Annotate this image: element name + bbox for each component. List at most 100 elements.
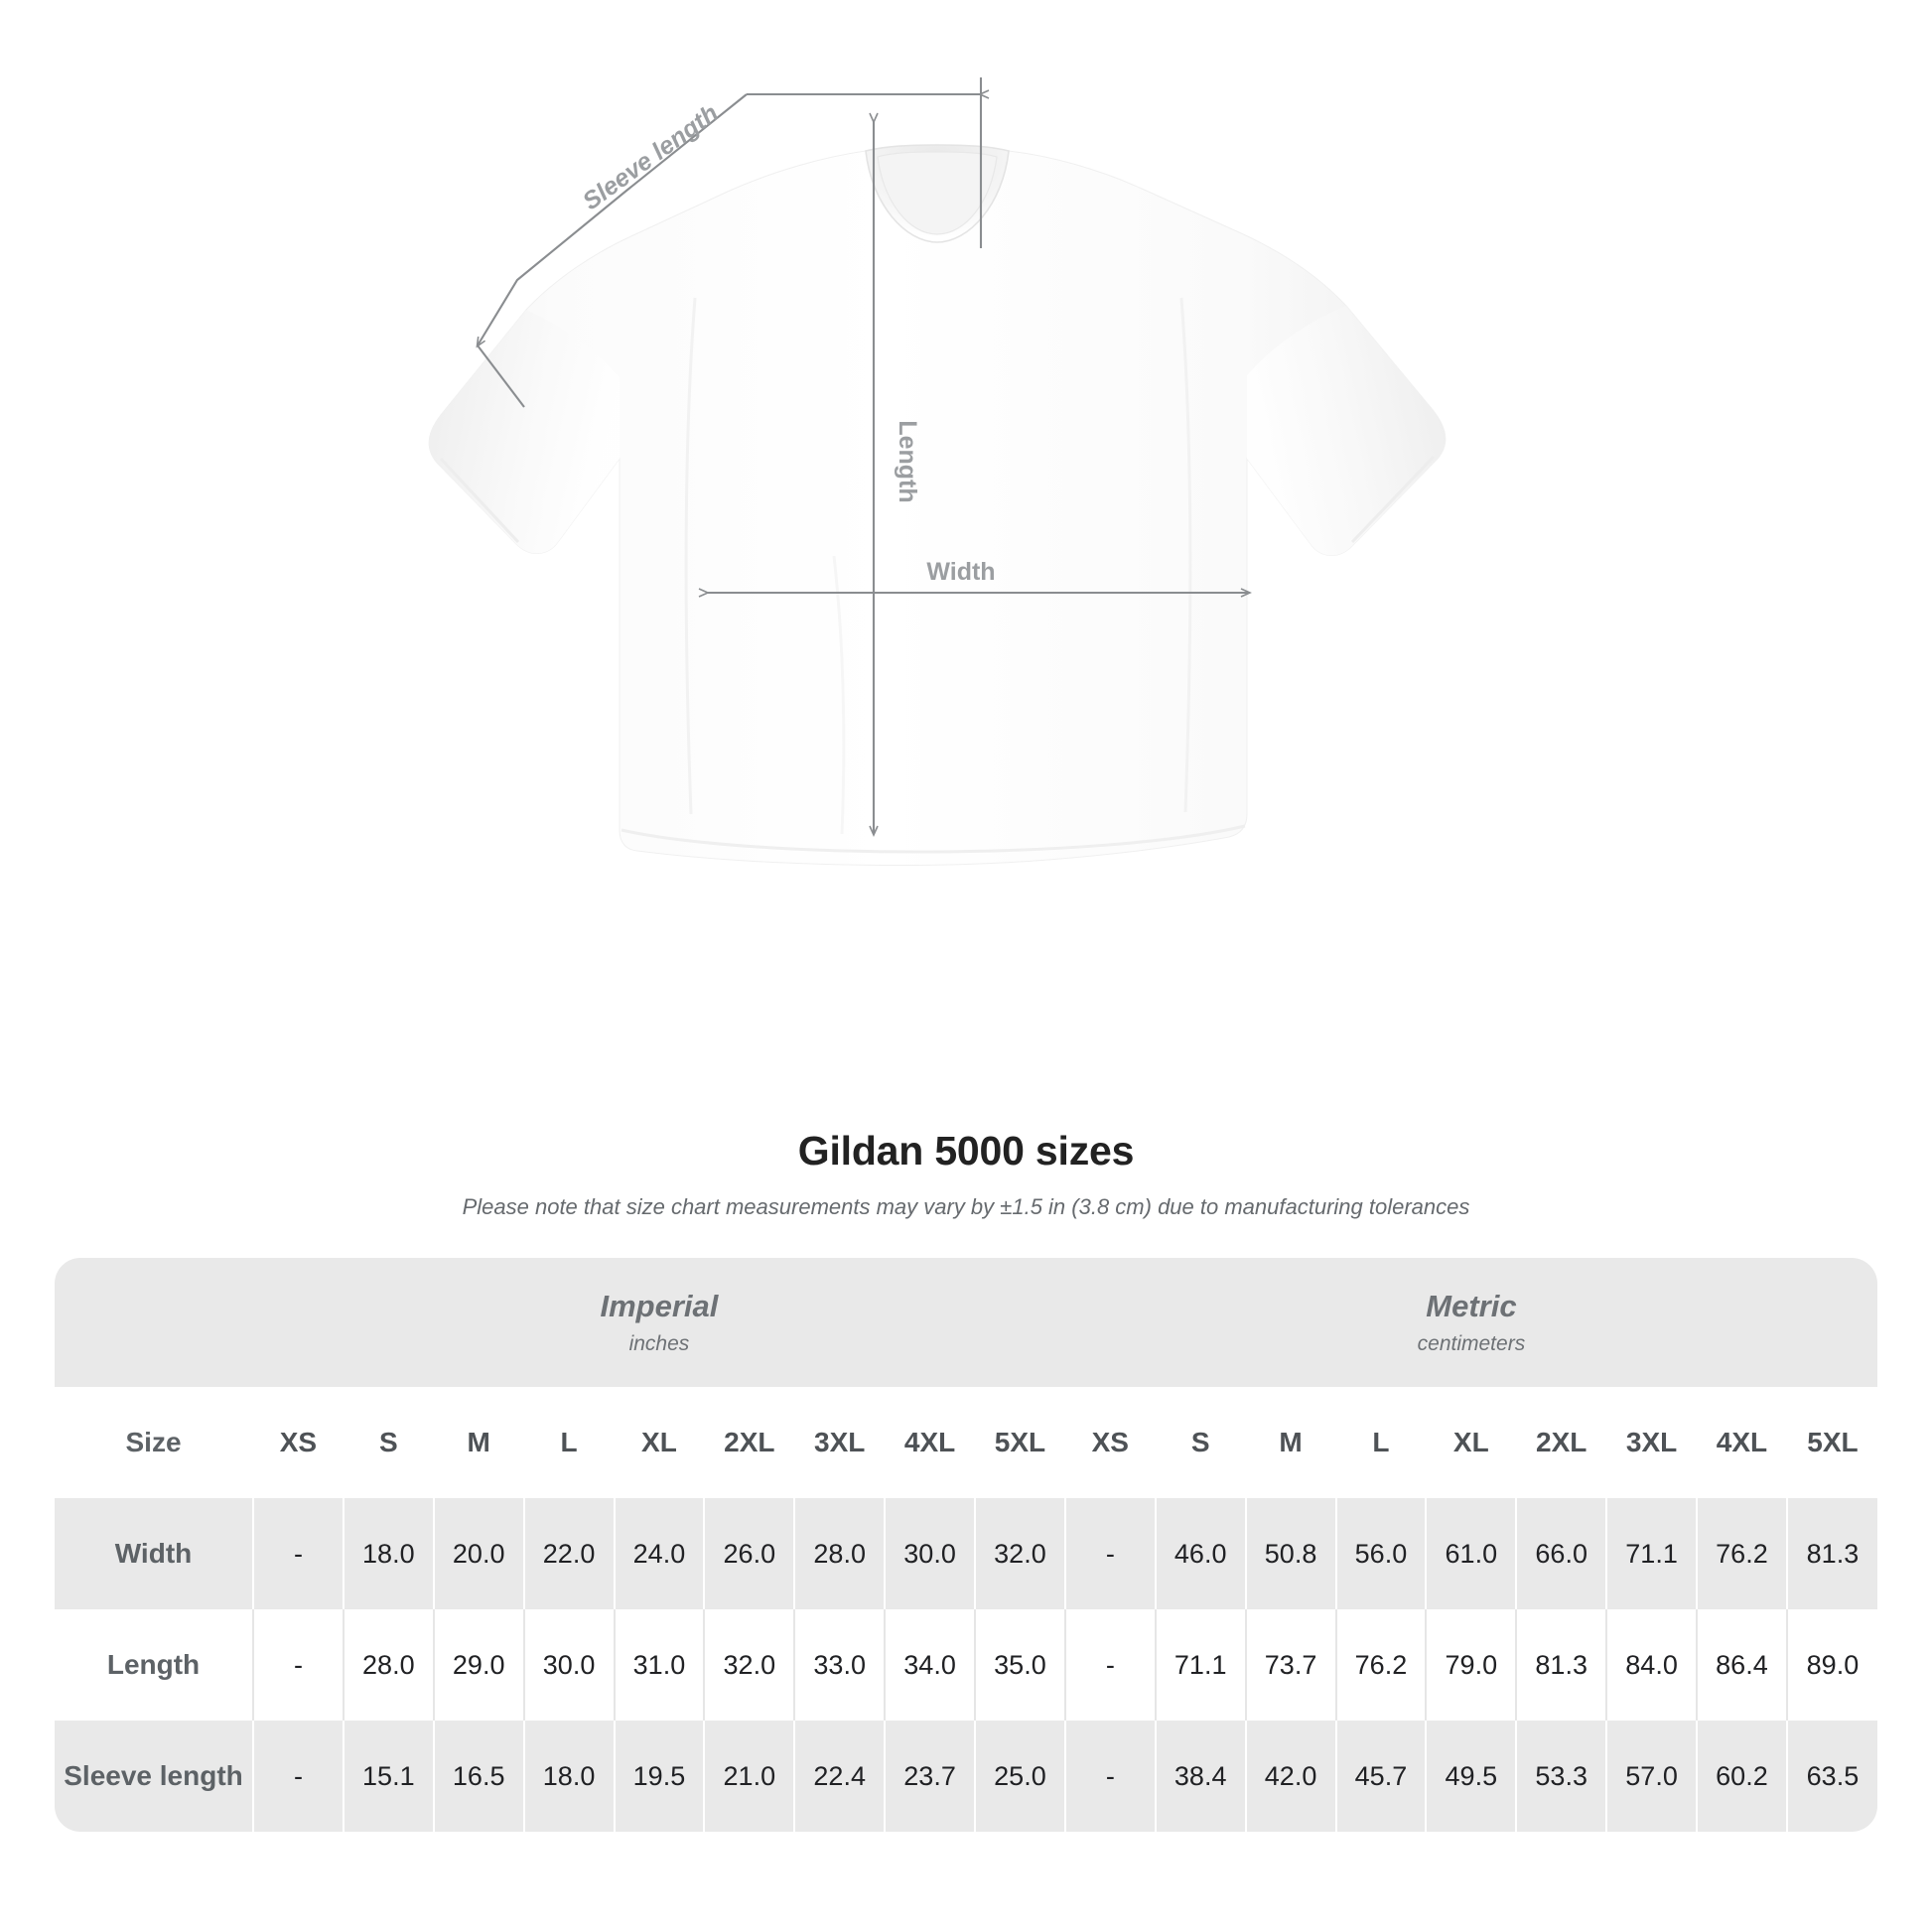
cell-length-imperial-2xl: 32.0 <box>703 1609 795 1721</box>
cell-width-metric-s: 46.0 <box>1154 1498 1246 1609</box>
cell-width-imperial-s: 18.0 <box>342 1498 434 1609</box>
cell-sleeve-imperial-5xl: 25.0 <box>974 1721 1065 1832</box>
tshirt-fold-2 <box>1179 297 1192 813</box>
col-head-metric-5xl: 5XL <box>1785 1387 1877 1498</box>
cell-sleeve-metric-5xl: 63.5 <box>1785 1721 1877 1832</box>
cell-sleeve-metric-4xl: 60.2 <box>1696 1721 1787 1832</box>
cell-sleeve-metric-s: 38.4 <box>1154 1721 1246 1832</box>
col-head-metric-xs: XS <box>1063 1387 1156 1498</box>
col-head-imperial-xs: XS <box>252 1387 344 1498</box>
cell-length-imperial-m: 29.0 <box>432 1609 524 1721</box>
row-label-sleeve-length: Sleeve length <box>55 1721 253 1832</box>
cell-sleeve-metric-l: 45.7 <box>1334 1721 1427 1832</box>
cell-width-metric-xs: - <box>1063 1498 1156 1609</box>
size-table-wrapper: Imperial inches Metric centimeters Size … <box>0 1258 1932 1832</box>
col-head-metric-3xl: 3XL <box>1605 1387 1697 1498</box>
cell-width-imperial-3xl: 28.0 <box>793 1498 886 1609</box>
cell-length-metric-4xl: 86.4 <box>1696 1609 1787 1721</box>
table-row: Width - 18.0 20.0 22.0 24.0 26.0 28.0 30… <box>55 1498 1877 1609</box>
col-head-imperial-5xl: 5XL <box>974 1387 1065 1498</box>
unit-imperial-sub: inches <box>628 1331 690 1355</box>
col-head-metric-xl: XL <box>1425 1387 1517 1498</box>
size-row-label: Size <box>55 1387 253 1498</box>
table-row: Sleeve length - 15.1 16.5 18.0 19.5 21.0… <box>55 1721 1877 1832</box>
col-head-imperial-3xl: 3XL <box>793 1387 886 1498</box>
cell-sleeve-imperial-m: 16.5 <box>432 1721 524 1832</box>
cell-width-metric-l: 56.0 <box>1334 1498 1427 1609</box>
tshirt-right-sleeve-hem <box>1350 455 1436 544</box>
tshirt-diagram: Sleeve length Length Width <box>428 77 1447 866</box>
cell-length-metric-xl: 79.0 <box>1425 1609 1517 1721</box>
col-head-imperial-l: L <box>522 1387 615 1498</box>
tshirt-hem <box>621 824 1246 854</box>
col-head-imperial-s: S <box>342 1387 434 1498</box>
cell-width-metric-m: 50.8 <box>1244 1498 1336 1609</box>
col-head-metric-m: M <box>1244 1387 1336 1498</box>
cell-length-imperial-4xl: 34.0 <box>884 1609 975 1721</box>
cell-width-metric-4xl: 76.2 <box>1696 1498 1787 1609</box>
page-subtitle: Please note that size chart measurements… <box>462 1194 1470 1219</box>
size-table: Imperial inches Metric centimeters Size … <box>55 1258 1877 1832</box>
col-head-imperial-4xl: 4XL <box>884 1387 975 1498</box>
cell-sleeve-metric-3xl: 57.0 <box>1605 1721 1697 1832</box>
unit-header-spacer <box>55 1258 253 1387</box>
sleeve-length-diagonal <box>476 93 748 348</box>
cell-sleeve-imperial-xs: - <box>252 1721 344 1832</box>
col-head-metric-l: L <box>1334 1387 1427 1498</box>
unit-metric-name: Metric <box>1426 1289 1517 1324</box>
cell-length-imperial-xl: 31.0 <box>613 1609 705 1721</box>
cell-width-imperial-2xl: 26.0 <box>703 1498 795 1609</box>
table-row: Length - 28.0 29.0 30.0 31.0 32.0 33.0 3… <box>55 1609 1877 1721</box>
col-head-imperial-xl: XL <box>613 1387 705 1498</box>
cell-length-imperial-xs: - <box>252 1609 344 1721</box>
tshirt-neck-opening <box>877 151 998 235</box>
cell-width-metric-2xl: 66.0 <box>1515 1498 1607 1609</box>
col-head-metric-s: S <box>1154 1387 1246 1498</box>
col-head-metric-2xl: 2XL <box>1515 1387 1607 1498</box>
width-label: Width <box>926 558 995 586</box>
unit-header-row: Imperial inches Metric centimeters <box>55 1258 1877 1387</box>
cell-length-imperial-3xl: 33.0 <box>793 1609 886 1721</box>
sleeve-length-label: Sleeve length <box>578 99 724 215</box>
cell-sleeve-metric-m: 42.0 <box>1244 1721 1336 1832</box>
cell-length-metric-l: 76.2 <box>1334 1609 1427 1721</box>
tshirt-left-sleeve <box>429 310 620 554</box>
col-head-imperial-m: M <box>432 1387 524 1498</box>
cell-sleeve-metric-2xl: 53.3 <box>1515 1721 1607 1832</box>
cell-width-imperial-m: 20.0 <box>432 1498 524 1609</box>
unit-imperial-name: Imperial <box>600 1289 719 1324</box>
cell-width-imperial-xs: - <box>252 1498 344 1609</box>
cell-sleeve-imperial-xl: 19.5 <box>613 1721 705 1832</box>
cell-width-metric-xl: 61.0 <box>1425 1498 1517 1609</box>
tshirt-diagram-svg: Sleeve length Length Width <box>428 77 1447 866</box>
cell-width-imperial-l: 22.0 <box>522 1498 615 1609</box>
cell-width-imperial-5xl: 32.0 <box>974 1498 1065 1609</box>
cell-width-imperial-4xl: 30.0 <box>884 1498 975 1609</box>
cell-length-metric-xs: - <box>1063 1609 1156 1721</box>
row-label-length: Length <box>55 1609 253 1721</box>
cell-length-metric-3xl: 84.0 <box>1605 1609 1697 1721</box>
cell-length-metric-m: 73.7 <box>1244 1609 1336 1721</box>
cell-sleeve-metric-xl: 49.5 <box>1425 1721 1517 1832</box>
cell-sleeve-imperial-l: 18.0 <box>522 1721 615 1832</box>
cell-sleeve-imperial-4xl: 23.7 <box>884 1721 975 1832</box>
col-head-metric-4xl: 4XL <box>1696 1387 1787 1498</box>
size-header-row: Size XS S M L XL 2XL 3XL 4XL 5XL XS S M … <box>55 1387 1877 1498</box>
cell-length-imperial-s: 28.0 <box>342 1609 434 1721</box>
tshirt-illustration <box>428 144 1447 866</box>
cell-sleeve-imperial-2xl: 21.0 <box>703 1721 795 1832</box>
cell-width-metric-3xl: 71.1 <box>1605 1498 1697 1609</box>
page-title: Gildan 5000 sizes <box>797 1128 1135 1173</box>
cell-length-metric-5xl: 89.0 <box>1785 1609 1877 1721</box>
tshirt-right-sleeve <box>1247 306 1446 556</box>
row-label-width: Width <box>55 1498 253 1609</box>
cell-sleeve-imperial-3xl: 22.4 <box>793 1721 886 1832</box>
unit-metric-sub: centimeters <box>1417 1331 1526 1355</box>
tshirt-body-shape <box>428 150 1447 866</box>
measurement-annotations <box>476 77 1252 837</box>
size-table-body: Imperial inches Metric centimeters Size … <box>55 1258 1877 1832</box>
tshirt-fold-1 <box>684 297 697 815</box>
cell-length-imperial-5xl: 35.0 <box>974 1609 1065 1721</box>
cell-width-imperial-xl: 24.0 <box>613 1498 705 1609</box>
